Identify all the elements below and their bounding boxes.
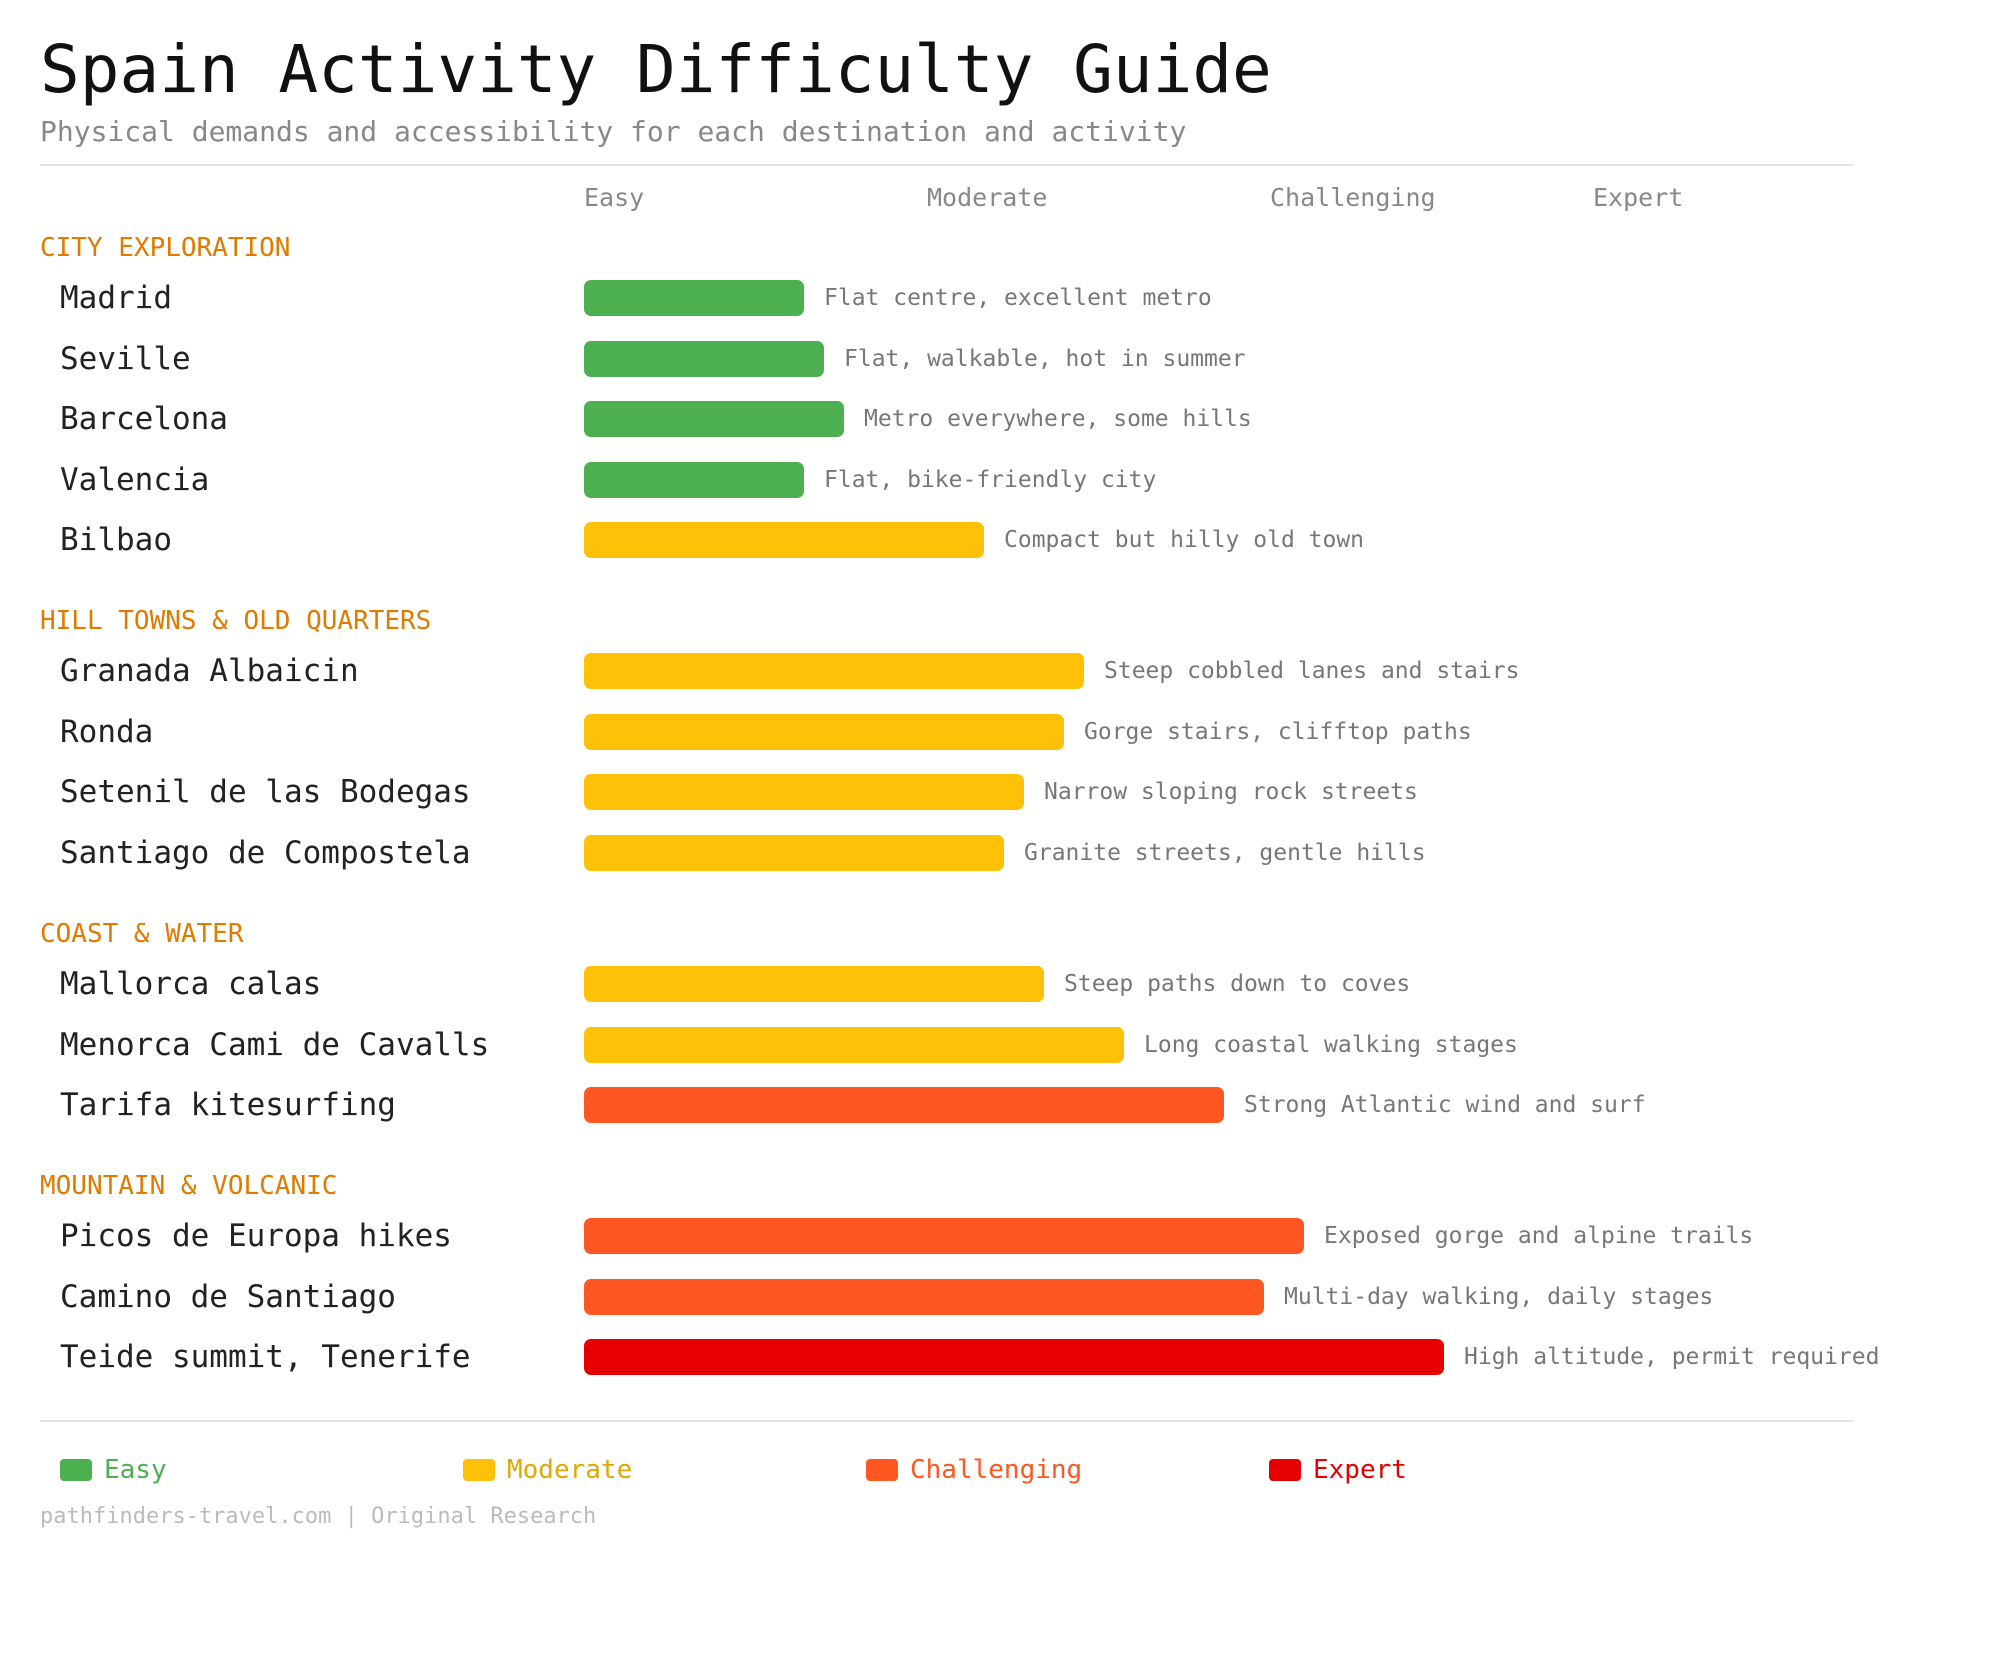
section-header: MOUNTAIN & VOLCANIC [40, 1171, 338, 1201]
legend-item-moderate: Moderate [463, 1452, 632, 1488]
legend-item-challenging: Challenging [866, 1452, 1082, 1488]
bar-note: Flat, bike-friendly city [824, 466, 1157, 493]
difficulty-bar [584, 340, 824, 377]
chart-title: Spain Activity Difficulty Guide [40, 31, 1272, 108]
bar-note: Metro everywhere, some hills [864, 406, 1252, 432]
bar-note: Strong Atlantic wind and surf [1244, 1092, 1646, 1118]
difficulty-bar [584, 1218, 1304, 1254]
level-header-expert: Expert [1593, 183, 1684, 212]
bar-note: High altitude, permit required [1464, 1344, 1880, 1370]
difficulty-bar [584, 966, 1044, 1002]
difficulty-bar [584, 280, 804, 316]
row-label: Santiago de Compostela [60, 834, 471, 871]
level-header-moderate: Moderate [927, 183, 1048, 212]
legend-label-moderate: Moderate [507, 1455, 633, 1485]
difficulty-bar [584, 1026, 1124, 1063]
bar-note: Gorge stairs, clifftop paths [1084, 718, 1472, 745]
legend-label-easy: Easy [104, 1455, 167, 1485]
row-label: Picos de Europa hikes [60, 1218, 452, 1254]
row-label: Tarifa kitesurfing [60, 1087, 396, 1123]
difficulty-bar [584, 653, 1084, 689]
row-label: Camino de Santiago [60, 1278, 396, 1315]
legend-label-challenging: Challenging [910, 1455, 1083, 1485]
difficulty-bar [584, 834, 1004, 871]
difficulty-bar [584, 522, 984, 558]
row-label: Mallorca calas [60, 966, 322, 1002]
row-label: Teide summit, Tenerife [60, 1339, 471, 1375]
row-label: Seville [60, 340, 191, 377]
bar-note: Exposed gorge and alpine trails [1324, 1223, 1754, 1249]
legend-label-expert: Expert [1313, 1455, 1407, 1485]
difficulty-bar [584, 1339, 1444, 1375]
bar-note: Steep cobbled lanes and stairs [1104, 658, 1520, 684]
row-label: Menorca Cami de Cavalls [60, 1026, 490, 1063]
row-label: Ronda [60, 713, 154, 750]
bar-note: Steep paths down to coves [1064, 971, 1411, 997]
bar-note: Narrow sloping rock streets [1044, 779, 1418, 805]
difficulty-bar [584, 1278, 1264, 1315]
section-header: HILL TOWNS & OLD QUARTERS [40, 606, 432, 636]
footer-credit: pathfinders-travel.com | Original Resear… [40, 1504, 597, 1529]
bottom-divider [40, 1420, 1853, 1422]
legend-item-expert: Expert [1269, 1452, 1407, 1488]
bar-note: Granite streets, gentle hills [1024, 839, 1426, 866]
row-label: Madrid [60, 280, 172, 316]
row-label: Barcelona [60, 401, 228, 437]
section-header: COAST & WATER [40, 919, 244, 949]
row-label: Granada Albaicin [60, 653, 359, 689]
top-divider [40, 164, 1853, 166]
legend-swatch-easy [60, 1459, 92, 1481]
legend-swatch-challenging [866, 1459, 898, 1481]
difficulty-bar [584, 401, 844, 437]
difficulty-bar [584, 774, 1024, 810]
bar-note: Multi-day walking, daily stages [1284, 1283, 1714, 1310]
bar-note: Long coastal walking stages [1144, 1031, 1518, 1058]
bar-note: Flat centre, excellent metro [824, 285, 1212, 311]
legend-swatch-expert [1269, 1459, 1301, 1481]
legend-swatch-moderate [463, 1459, 495, 1481]
row-label: Valencia [60, 461, 210, 498]
difficulty-bar [584, 713, 1064, 750]
row-label: Bilbao [60, 522, 172, 558]
legend-item-easy: Easy [60, 1452, 167, 1488]
level-header-challenging: Challenging [1270, 183, 1436, 212]
level-header-easy: Easy [584, 183, 645, 212]
chart-subtitle: Physical demands and accessibility for e… [40, 115, 1187, 148]
section-header: CITY EXPLORATION [40, 233, 291, 263]
bar-note: Compact but hilly old town [1004, 527, 1365, 553]
row-label: Setenil de las Bodegas [60, 774, 471, 810]
difficulty-bar [584, 1087, 1224, 1123]
bar-note: Flat, walkable, hot in summer [844, 345, 1246, 372]
difficulty-bar [584, 461, 804, 498]
